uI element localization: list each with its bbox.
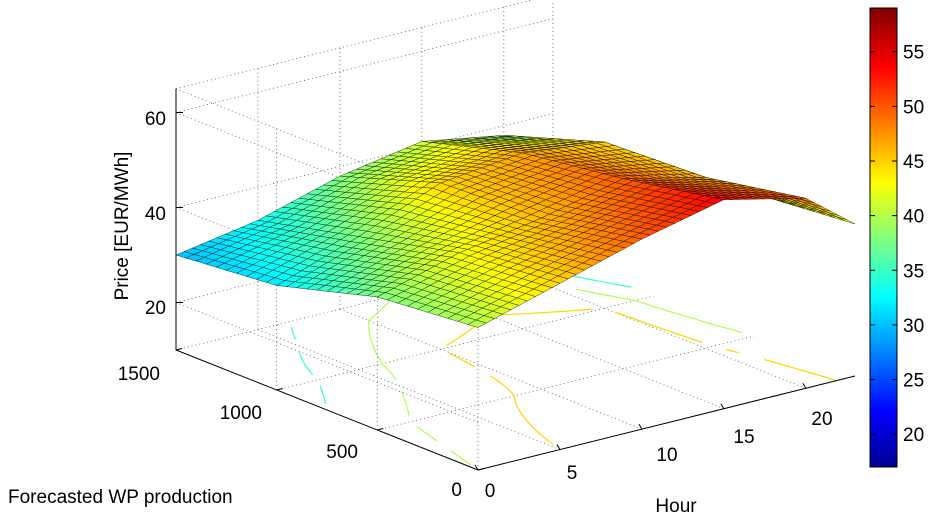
z-tick-labels: 20 40 60 (145, 109, 166, 319)
x-tick-label: 0 (485, 481, 496, 502)
colorbar-tick-label: 25 (903, 371, 924, 392)
colorbar-tick-label: 55 (903, 43, 924, 64)
x-tick-labels: 0 5 10 15 20 (485, 409, 833, 502)
axis-box (175, 88, 856, 471)
y-tick-label: 1500 (118, 364, 160, 385)
colorbar-labels: 20 25 30 35 40 45 50 55 (903, 43, 924, 447)
colorbar-tick-label: 50 (903, 97, 924, 118)
z-axis-label: Price [EUR/MWh] (112, 152, 133, 301)
colorbar-tick-label: 35 (903, 261, 924, 282)
x-tick-label: 5 (567, 463, 578, 484)
z-tick-label: 60 (145, 109, 166, 130)
surface-patch (467, 319, 487, 328)
y-axis-label: Forecasted WP production (8, 487, 233, 508)
x-tick-label: 20 (811, 409, 832, 430)
z-tick-label: 20 (145, 298, 166, 319)
price-surface (175, 135, 856, 328)
colorbar-tick-label: 30 (903, 316, 924, 337)
colorbar-tick-label: 40 (903, 207, 924, 228)
x-tick-label: 15 (733, 427, 754, 448)
colorbar-tick-label: 45 (903, 152, 924, 173)
contour-line (445, 308, 837, 446)
y-tick-labels: 0 500 1000 1500 (118, 364, 462, 501)
contour-line (629, 387, 637, 411)
colorbar: 20 25 30 35 40 45 50 55 (869, 7, 924, 468)
y-tick-label: 0 (451, 480, 462, 501)
z-tick-label: 40 (145, 204, 166, 225)
x-axis-label: Hour (655, 496, 697, 517)
colorbar-tick-label: 20 (903, 425, 924, 446)
y-tick-label: 500 (326, 442, 358, 463)
colorbar-gradient (869, 7, 898, 468)
surface-patch (836, 216, 856, 225)
y-tick-label: 1000 (220, 403, 262, 424)
x-tick-label: 10 (656, 445, 677, 466)
